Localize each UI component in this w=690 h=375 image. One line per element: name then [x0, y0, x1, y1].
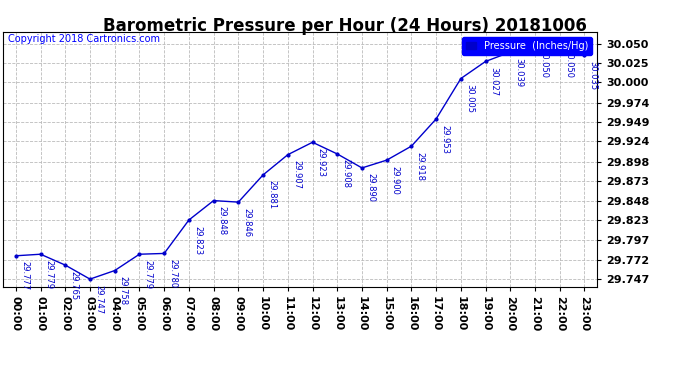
Text: 29.890: 29.890 — [366, 174, 375, 202]
Text: 30.027: 30.027 — [490, 67, 499, 96]
Text: 30.050: 30.050 — [539, 49, 548, 78]
Text: 29.900: 29.900 — [391, 166, 400, 195]
Text: 29.765: 29.765 — [70, 271, 79, 300]
Text: 29.779: 29.779 — [45, 260, 54, 289]
Text: 29.907: 29.907 — [292, 160, 301, 189]
Text: 29.953: 29.953 — [440, 124, 449, 153]
Text: 30.005: 30.005 — [465, 84, 474, 113]
Text: 30.050: 30.050 — [564, 49, 573, 78]
Text: 29.846: 29.846 — [242, 208, 251, 237]
Text: 29.758: 29.758 — [119, 276, 128, 305]
Text: Copyright 2018 Cartronics.com: Copyright 2018 Cartronics.com — [8, 34, 160, 44]
Text: 30.039: 30.039 — [515, 58, 524, 87]
Text: 29.780: 29.780 — [168, 259, 177, 288]
Text: 29.908: 29.908 — [342, 159, 351, 189]
Text: 29.747: 29.747 — [94, 285, 103, 314]
Text: 29.777: 29.777 — [20, 261, 29, 291]
Text: 29.823: 29.823 — [193, 226, 202, 255]
Text: Barometric Pressure per Hour (24 Hours) 20181006: Barometric Pressure per Hour (24 Hours) … — [103, 17, 587, 35]
Text: 29.923: 29.923 — [317, 148, 326, 177]
Text: 29.848: 29.848 — [218, 206, 227, 235]
Text: 30.035: 30.035 — [589, 61, 598, 90]
Text: 29.779: 29.779 — [144, 260, 152, 289]
Text: 29.918: 29.918 — [415, 152, 424, 181]
Text: 29.881: 29.881 — [267, 180, 276, 210]
Legend: Pressure  (Inches/Hg): Pressure (Inches/Hg) — [462, 37, 592, 54]
